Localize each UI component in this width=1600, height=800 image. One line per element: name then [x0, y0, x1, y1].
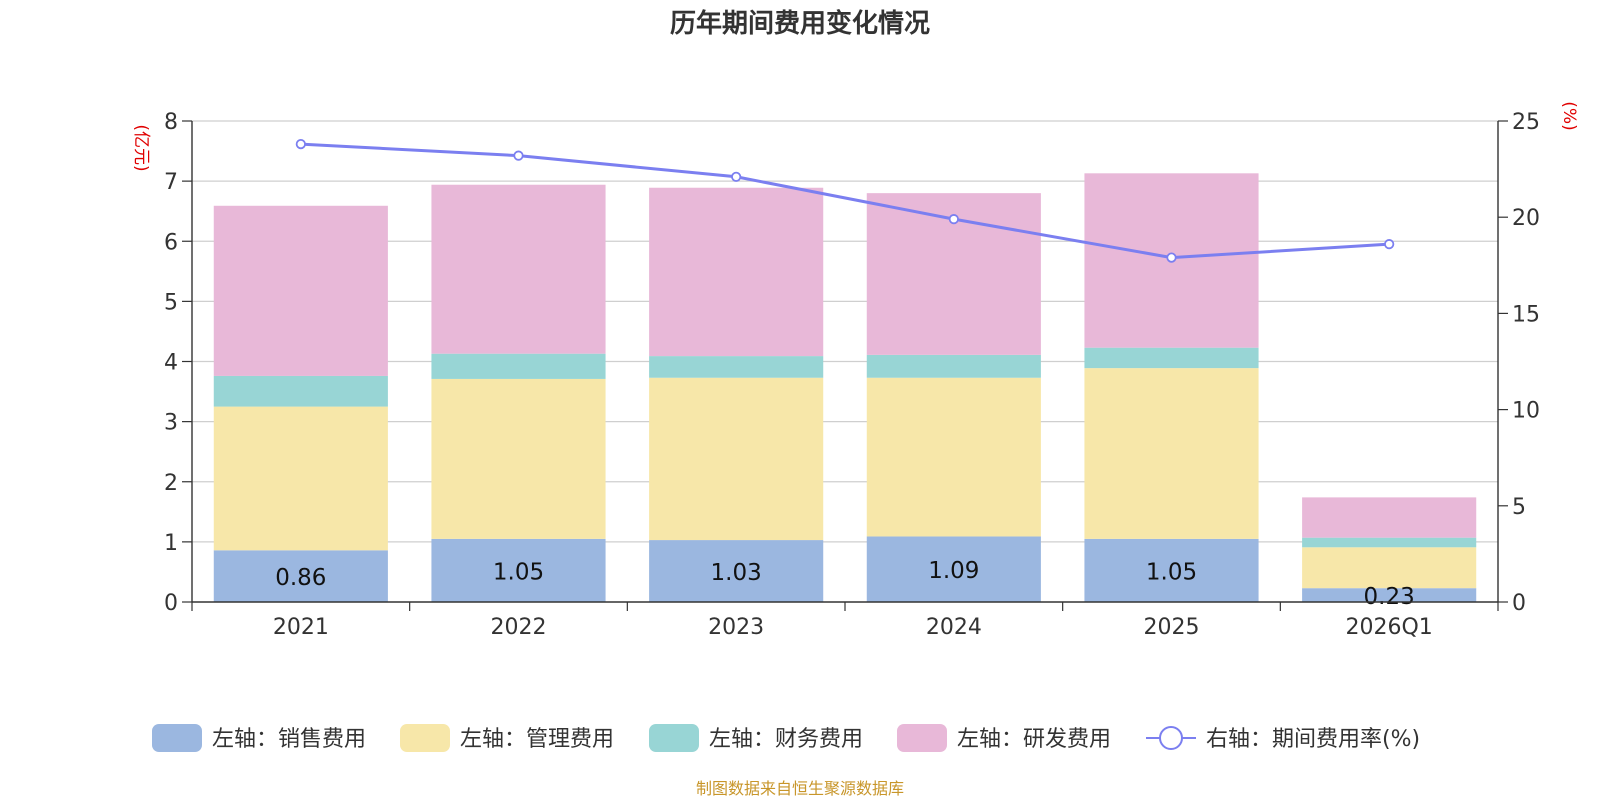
bar-segment-1 [431, 538, 606, 602]
right-axis-tick-label: 20 [1512, 206, 1540, 231]
rate-line [300, 142, 1390, 260]
bar-segment-4 [213, 205, 388, 376]
rate-line-point [731, 171, 742, 182]
rate-line-point [513, 150, 524, 161]
bar-data-label: 0.86 [275, 565, 326, 591]
right-axis-tick-label: 25 [1512, 110, 1540, 135]
right-axis-tick-label: 15 [1512, 302, 1540, 327]
left-axis-tick-label: 5 [164, 290, 178, 315]
bar-segment-3 [1084, 347, 1259, 369]
legend-label-4: 左轴：研发费用 [957, 727, 1111, 752]
legend-label-3: 左轴：财务费用 [709, 727, 863, 752]
bar-segment-1 [1084, 538, 1259, 602]
bar-segment-4 [649, 187, 824, 357]
right-axis-tick-label: 0 [1512, 591, 1526, 616]
legend-swatch-3 [649, 724, 699, 752]
gridlines [192, 120, 1498, 543]
legend-swatch-1 [152, 724, 202, 752]
legend-label-2: 左轴：管理费用 [460, 727, 614, 752]
legend-label-5: 右轴：期间费用率(%) [1206, 727, 1420, 752]
legend-marker-icon [1159, 726, 1183, 750]
left-axis-tick-label: 3 [164, 411, 178, 436]
bar-segment-1 [1302, 588, 1477, 602]
left-axis-tick-label: 1 [164, 531, 178, 556]
x-axis-tick-label: 2021 [273, 615, 329, 640]
bar-data-label: 0.23 [1364, 584, 1415, 610]
left-axis-tick-label: 8 [164, 110, 178, 135]
bar-segment-1 [213, 550, 388, 602]
bar-series [213, 173, 1477, 602]
bar-segment-4 [1302, 497, 1477, 538]
legend-label-1: 左轴：销售费用 [212, 727, 366, 752]
left-axis-tick-label: 4 [164, 351, 178, 376]
legend: 左轴：销售费用 左轴：管理费用 左轴：财务费用 左轴：研发费用 右轴：期间费用率(%) [152, 724, 1420, 752]
bar-segment-2 [431, 378, 606, 539]
bar-segment-2 [1302, 547, 1477, 589]
left-axis-tick-label: 0 [164, 591, 178, 616]
rate-line-point [948, 214, 959, 225]
rate-line-point [295, 138, 306, 150]
right-axis-tick-label: 10 [1512, 399, 1540, 424]
rate-line-series [295, 138, 1395, 263]
bar-segment-2 [213, 406, 388, 551]
x-axis-tick-label: 2025 [1144, 615, 1200, 640]
left-axis-tick-label: 2 [164, 471, 178, 496]
bar-segment-3 [431, 353, 606, 379]
left-axis-tick-label: 6 [164, 230, 178, 255]
left-axis-tick-label: 7 [164, 170, 178, 195]
chart-title: 历年期间费用变化情况 [670, 8, 930, 39]
bar-segment-1 [866, 536, 1041, 602]
legend-swatch-4 [897, 724, 947, 752]
left-axis-unit: (亿元) [131, 124, 151, 171]
x-axis-tick-label: 2022 [491, 615, 547, 640]
right-axis-unit: (%) [1559, 101, 1579, 130]
legend-swatch-2 [400, 724, 450, 752]
bar-segment-2 [1084, 368, 1259, 539]
rate-line-point [1166, 252, 1177, 263]
bar-data-label: 1.05 [493, 559, 544, 585]
x-axis-tick-label: 2023 [708, 615, 764, 640]
bar-segment-2 [866, 377, 1041, 537]
bar-data-label: 1.05 [1146, 559, 1197, 585]
source-note: 制图数据来自恒生聚源数据库 [696, 779, 904, 798]
x-axis-tick-label: 2024 [926, 615, 982, 640]
bar-segment-1 [649, 540, 824, 602]
bar-segment-3 [866, 354, 1041, 378]
bar-data-label: 1.09 [928, 558, 979, 584]
bar-segment-3 [649, 356, 824, 378]
bar-segment-2 [649, 377, 824, 541]
bar-segment-4 [431, 184, 606, 354]
rate-line-point [1384, 239, 1395, 250]
bar-data-label: 1.03 [711, 560, 762, 586]
right-axis-tick-label: 5 [1512, 495, 1526, 520]
bar-data-labels: 0.86 1.05 1.03 1.09 1.05 0.23 [275, 558, 1415, 610]
x-axis-tick-label: 2026Q1 [1346, 615, 1433, 640]
bar-segment-3 [213, 375, 388, 407]
bar-segment-3 [1302, 537, 1477, 548]
